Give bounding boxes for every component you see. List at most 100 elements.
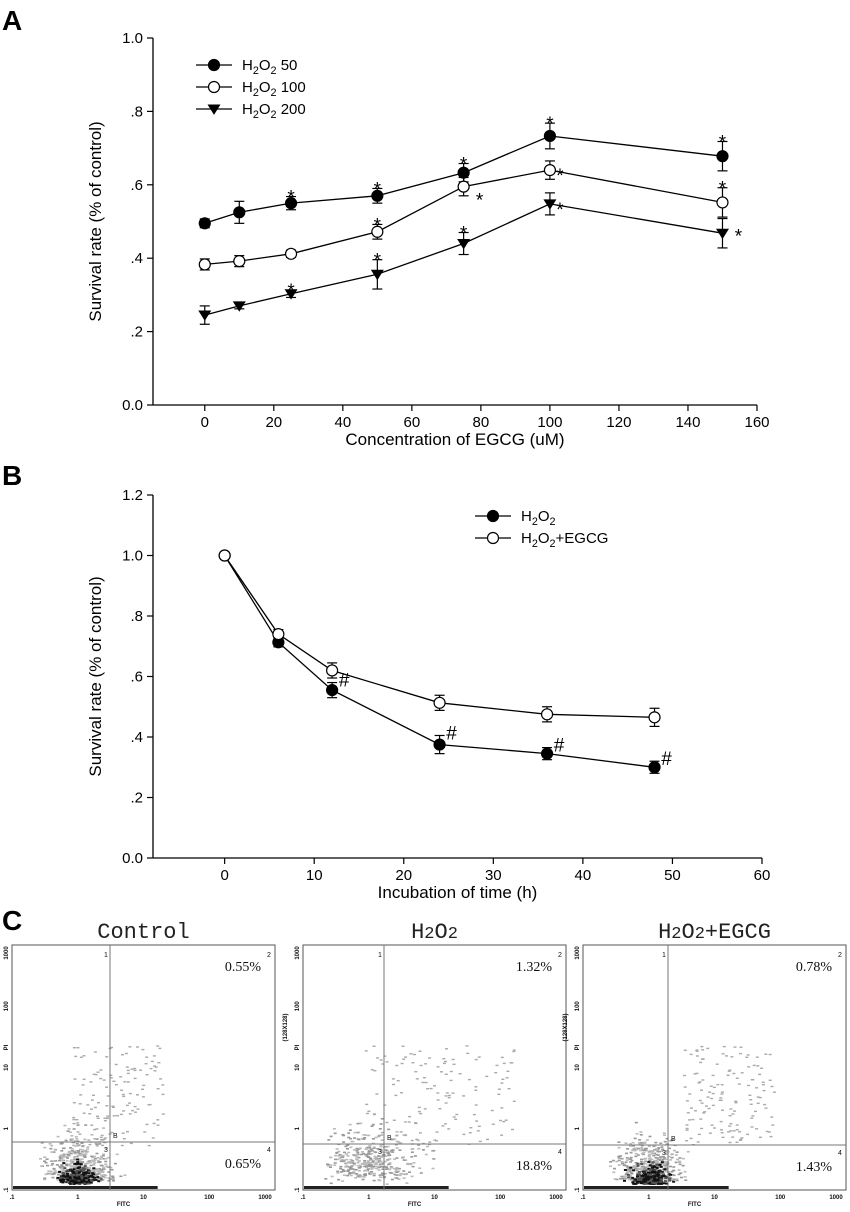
- event-dot: [432, 1158, 436, 1160]
- event-dot: [761, 1081, 765, 1083]
- event-dot: [58, 1165, 61, 1167]
- event-dot: [695, 1055, 699, 1057]
- data-point: [232, 301, 246, 312]
- title-part: Control: [97, 920, 189, 945]
- event-dot-dense: [62, 1162, 66, 1165]
- event-dot: [670, 1156, 674, 1159]
- event-dot: [694, 1110, 697, 1112]
- event-dot: [435, 1131, 439, 1133]
- event-dot: [145, 1056, 149, 1058]
- event-dot: [109, 1074, 113, 1076]
- event-dot: [100, 1134, 104, 1137]
- series-line: [204, 203, 723, 316]
- event-dots: [584, 1045, 776, 1189]
- event-dot: [624, 1177, 628, 1180]
- event-dot: [685, 1129, 689, 1131]
- event-dot: [338, 1157, 342, 1159]
- event-dot: [156, 1124, 160, 1126]
- chart-a-survival-vs-egcg: 0 20 40 60 80 100 120 140 160 0.0 .2 .4 .6 .8 1.0 Conce…: [86, 30, 770, 449]
- event-dot: [758, 1073, 762, 1076]
- event-dot: [379, 1145, 383, 1148]
- event-dot: [70, 1135, 74, 1137]
- event-dot: [683, 1049, 687, 1051]
- event-dot: [399, 1131, 403, 1133]
- event-dot: [364, 1164, 368, 1166]
- event-dot: [643, 1149, 647, 1152]
- event-dot-dense: [97, 1180, 101, 1183]
- event-dot: [90, 1171, 94, 1173]
- event-dot: [370, 1171, 374, 1173]
- event-dot: [671, 1174, 674, 1176]
- event-dot: [640, 1146, 644, 1149]
- x-tick-label: 100: [775, 1195, 786, 1201]
- event-dot: [734, 1100, 738, 1102]
- upper-right-percent: 0.78%: [796, 960, 833, 975]
- event-dot: [447, 1096, 451, 1099]
- event-dot: [678, 1160, 682, 1163]
- event-dot-dense: [652, 1177, 656, 1180]
- event-dot: [345, 1158, 349, 1161]
- event-dot: [696, 1141, 700, 1143]
- lower-right-percent: 0.65%: [225, 1157, 262, 1172]
- label-part: O: [259, 79, 271, 96]
- event-dot: [612, 1171, 616, 1174]
- event-dot: [397, 1141, 400, 1143]
- event-dot: [383, 1104, 387, 1106]
- label-part: H: [521, 530, 532, 547]
- event-dot: [107, 1177, 111, 1179]
- event-dot: [354, 1177, 358, 1179]
- event-dot: [125, 1104, 129, 1107]
- event-dot: [411, 1165, 415, 1168]
- event-dot: [39, 1158, 42, 1160]
- event-dot: [103, 1137, 107, 1139]
- event-dot: [378, 1179, 382, 1182]
- event-dot: [727, 1070, 731, 1072]
- event-dot: [359, 1122, 363, 1125]
- event-dot: [119, 1113, 123, 1116]
- event-dot: [105, 1165, 109, 1168]
- event-dot-dense: [659, 1165, 663, 1168]
- event-dot-dense: [78, 1178, 82, 1181]
- event-dot: [681, 1157, 685, 1160]
- event-dot: [431, 1167, 435, 1170]
- event-dot: [653, 1159, 657, 1162]
- event-dot-dense: [91, 1175, 95, 1178]
- event-dot: [629, 1169, 633, 1172]
- event-dot: [56, 1135, 60, 1138]
- event-dot: [474, 1058, 478, 1061]
- event-dot-dense: [76, 1161, 80, 1164]
- event-dot: [49, 1172, 53, 1175]
- event-dot: [639, 1143, 643, 1145]
- event-dot: [81, 1153, 85, 1155]
- event-dot: [364, 1134, 368, 1136]
- event-dot: [87, 1139, 91, 1141]
- event-dot: [356, 1151, 360, 1154]
- event-dot-dense: [636, 1162, 640, 1165]
- event-dot: [691, 1118, 695, 1121]
- event-dot-dense: [657, 1173, 661, 1176]
- event-dot: [402, 1156, 405, 1158]
- event-dot-dense: [72, 1183, 76, 1185]
- y-tick-label: .8: [130, 608, 143, 625]
- title-part: H: [658, 920, 671, 945]
- event-dot: [739, 1138, 743, 1141]
- event-dot: [728, 1141, 732, 1144]
- data-point: [716, 196, 729, 209]
- event-dot: [68, 1131, 72, 1133]
- label-part: H: [521, 508, 532, 525]
- event-dot: [346, 1174, 350, 1177]
- event-dot: [58, 1156, 62, 1158]
- event-dot: [99, 1136, 103, 1139]
- event-dot-dense: [667, 1173, 671, 1176]
- event-dot-dense: [74, 1180, 78, 1183]
- event-dot: [674, 1154, 678, 1156]
- event-dot: [91, 1169, 95, 1172]
- event-dot: [158, 1047, 162, 1050]
- event-dot: [495, 1064, 499, 1067]
- event-dot: [350, 1165, 354, 1167]
- event-dot: [720, 1091, 724, 1093]
- event-dot: [83, 1156, 87, 1158]
- plot-frame: [302, 944, 567, 1191]
- plot-frame: [11, 944, 276, 1191]
